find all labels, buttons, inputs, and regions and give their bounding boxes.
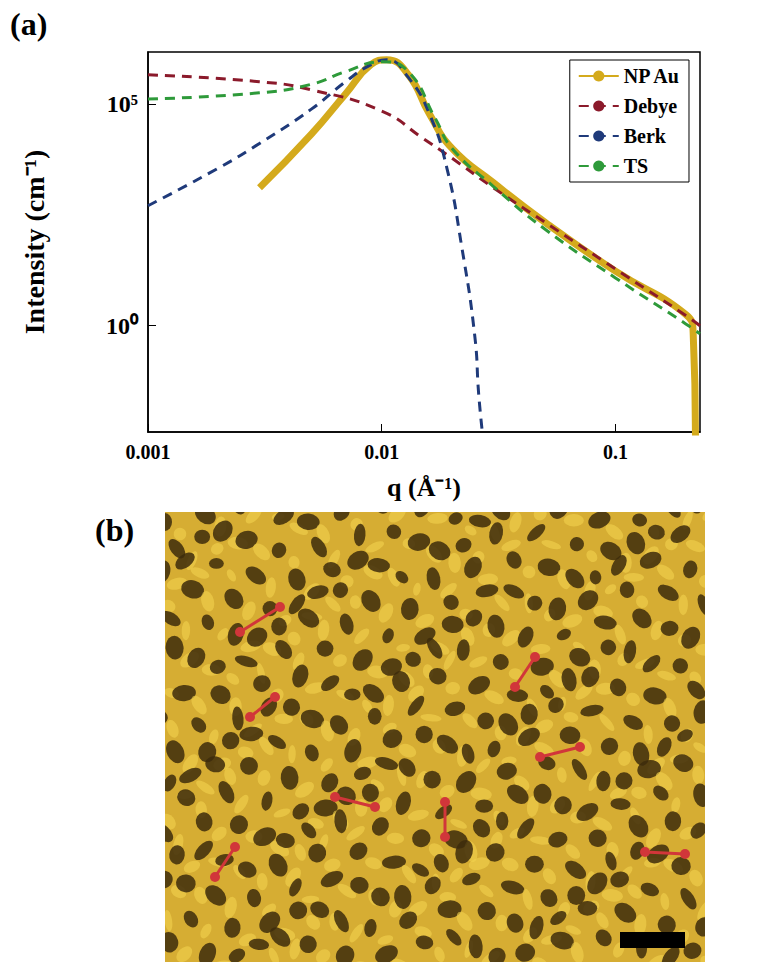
svg-text:0.001: 0.001: [126, 441, 171, 463]
html-text:(a): (a): [10, 6, 48, 42]
svg-text:10⁵: 10⁵: [107, 91, 138, 117]
svg-text:q (Å⁻¹): q (Å⁻¹): [387, 473, 461, 502]
svg-text:NP Au: NP Au: [624, 65, 679, 87]
svg-text:0.1: 0.1: [603, 441, 628, 463]
svg-text:10⁰: 10⁰: [106, 313, 139, 339]
svg-text:Intensity (cm⁻¹): Intensity (cm⁻¹): [19, 150, 50, 335]
svg-text:0.01: 0.01: [364, 441, 399, 463]
html-text:(b): (b): [95, 512, 135, 548]
svg-text:Berk: Berk: [624, 125, 667, 147]
svg-text:TS: TS: [624, 155, 648, 177]
svg-text:Debye: Debye: [624, 95, 677, 118]
